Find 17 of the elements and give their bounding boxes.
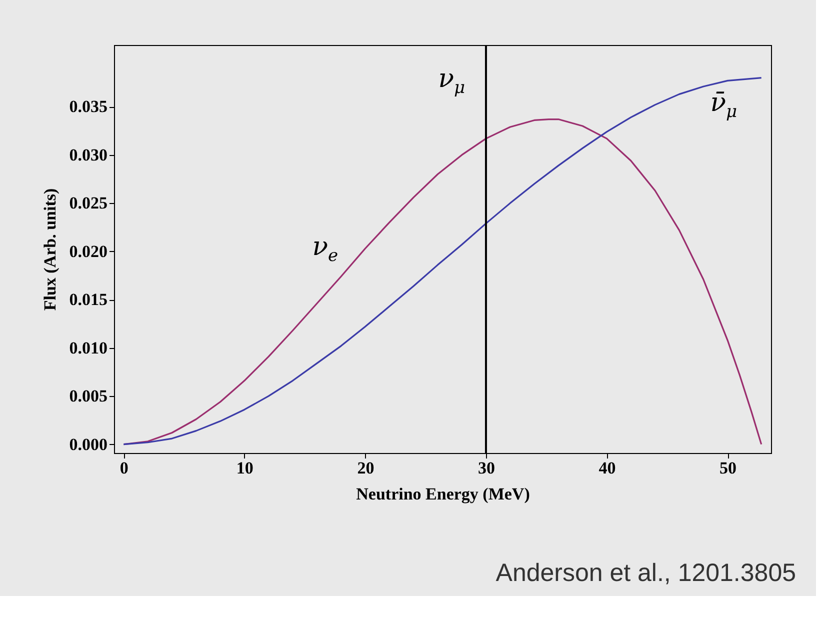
y-tick-label: 0.020 <box>69 242 108 261</box>
x-tick-label: 30 <box>478 458 495 478</box>
x-tick-label: 20 <box>357 458 374 478</box>
x-tick-label: 0 <box>120 458 128 478</box>
x-axis-title: Neutrino Energy (MeV) <box>356 484 530 504</box>
y-tick-label: 0.005 <box>69 386 108 406</box>
y-tick-label: 0.035 <box>69 97 108 116</box>
y-tick-label: 0.000 <box>69 434 108 454</box>
x-tick-label: 50 <box>720 458 737 478</box>
y-tick-label: 0.015 <box>69 290 108 310</box>
x-tick-label: 10 <box>236 458 254 478</box>
y-axis-title: Flux (Arb. units) <box>40 188 60 311</box>
y-tick-label: 0.025 <box>69 194 108 213</box>
y-tick-label: 0.010 <box>69 338 108 358</box>
x-tick-label: 40 <box>598 458 616 478</box>
y-tick-label: 0.030 <box>69 145 108 164</box>
text: Anderson et al., 1201.3805 <box>496 559 796 587</box>
